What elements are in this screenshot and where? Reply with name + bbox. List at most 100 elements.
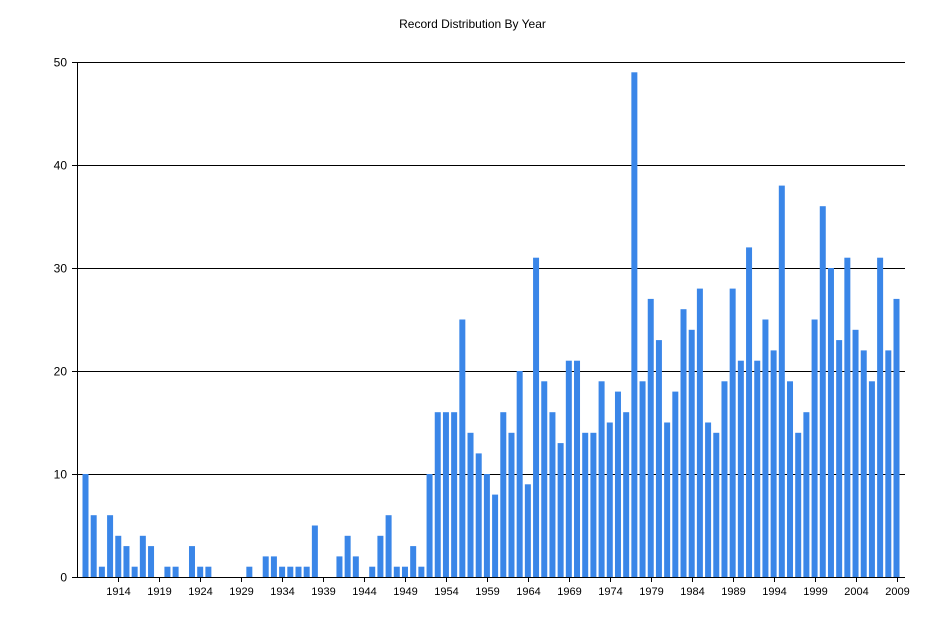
x-tick-label: 1944 <box>352 586 376 598</box>
bar-2004 <box>852 329 859 577</box>
x-tick-label: 1954 <box>434 586 458 598</box>
bar-1954 <box>442 412 449 577</box>
bar-1923 <box>188 546 195 577</box>
bar-1958 <box>475 453 482 577</box>
x-tick-label: 1984 <box>680 586 704 598</box>
bar-1975 <box>614 391 621 577</box>
bar-1988 <box>721 381 728 577</box>
bar-1934 <box>279 566 286 577</box>
bar-1979 <box>647 298 654 577</box>
bar-1947 <box>385 515 392 577</box>
x-tick-label: 1949 <box>393 586 417 598</box>
x-tick-label: 1964 <box>516 586 540 598</box>
bar-1930 <box>246 566 253 577</box>
bar-1966 <box>541 381 548 577</box>
x-tick-label: 1939 <box>311 586 335 598</box>
bar-1960 <box>492 494 499 577</box>
bar-1911 <box>90 515 97 577</box>
bar-1977 <box>631 72 638 578</box>
y-tick-label: 40 <box>54 159 68 173</box>
x-tick-label: 1919 <box>147 586 171 598</box>
bar-1986 <box>705 422 712 577</box>
bar-1933 <box>270 556 277 577</box>
bar-2006 <box>868 381 875 577</box>
bar-1935 <box>287 566 294 577</box>
bar-1999 <box>811 319 818 577</box>
bar-1970 <box>574 360 581 577</box>
bar-1965 <box>533 257 540 577</box>
x-tick-label: 1979 <box>639 586 663 598</box>
bar-1916 <box>131 566 138 577</box>
y-tick-label: 30 <box>54 262 68 276</box>
bar-1973 <box>598 381 605 577</box>
bar-1941 <box>336 556 343 577</box>
bar-1938 <box>311 525 318 577</box>
bar-1953 <box>434 412 441 577</box>
bar-1982 <box>672 391 679 577</box>
bar-1971 <box>582 432 589 577</box>
bar-1921 <box>172 566 179 577</box>
bar-1981 <box>664 422 671 577</box>
bar-1920 <box>164 566 171 577</box>
y-tick-label: 10 <box>54 468 68 482</box>
axes: 0 10 20 30 40 50 1914 1919 1924 1929 1934 1939 1944 1… <box>54 56 910 599</box>
bar-1961 <box>500 412 507 577</box>
bar-1991 <box>746 247 753 577</box>
y-tick-label: 20 <box>54 365 68 379</box>
bar-2005 <box>860 350 867 577</box>
bar-1924 <box>197 566 204 577</box>
bar-1917 <box>139 535 146 577</box>
bar-1950 <box>410 546 417 577</box>
bar-1985 <box>696 288 703 577</box>
x-tick-label: 1974 <box>598 586 622 598</box>
bar-1963 <box>516 371 523 577</box>
bar-1962 <box>508 432 515 577</box>
bar-1994 <box>770 350 777 577</box>
x-tick-label: 1989 <box>721 586 745 598</box>
bar-1932 <box>262 556 269 577</box>
bar-1972 <box>590 432 597 577</box>
x-tick-label: 1924 <box>188 586 212 598</box>
bar-1945 <box>369 566 376 577</box>
bar-2008 <box>885 350 892 577</box>
bar-1995 <box>778 185 785 577</box>
bar-1959 <box>483 474 490 577</box>
bar-1974 <box>606 422 613 577</box>
bar-2001 <box>827 268 834 577</box>
bar-2003 <box>844 257 851 577</box>
bar-1918 <box>148 546 155 577</box>
bar-1997 <box>795 432 802 577</box>
bar-1957 <box>467 432 474 577</box>
x-tick-label: 1969 <box>557 586 581 598</box>
bars <box>82 72 900 578</box>
bar-1998 <box>803 412 810 577</box>
bar-1946 <box>377 535 384 577</box>
bar-1980 <box>655 340 662 577</box>
bar-1912 <box>98 566 105 577</box>
bar-1956 <box>459 319 466 577</box>
bar-1915 <box>123 546 130 577</box>
x-tick-label: 2009 <box>885 586 909 598</box>
bar-1914 <box>115 535 122 577</box>
bar-1987 <box>713 432 720 577</box>
bar-1949 <box>401 566 408 577</box>
bar-1989 <box>729 288 736 577</box>
bar-1967 <box>549 412 556 577</box>
y-tick-label: 0 <box>60 571 67 585</box>
x-tick-label: 1994 <box>762 586 786 598</box>
bar-1993 <box>762 319 769 577</box>
bar-1910 <box>82 474 89 577</box>
bar-1936 <box>295 566 302 577</box>
x-tick-label: 1959 <box>475 586 499 598</box>
bar-1969 <box>565 360 572 577</box>
bar-1990 <box>737 360 744 577</box>
bar-1984 <box>688 329 695 577</box>
bar-1937 <box>303 566 310 577</box>
bar-1996 <box>787 381 794 577</box>
bar-1951 <box>418 566 425 577</box>
bar-2007 <box>877 257 884 577</box>
x-tick-label: 2004 <box>844 586 868 598</box>
bar-1978 <box>639 381 646 577</box>
